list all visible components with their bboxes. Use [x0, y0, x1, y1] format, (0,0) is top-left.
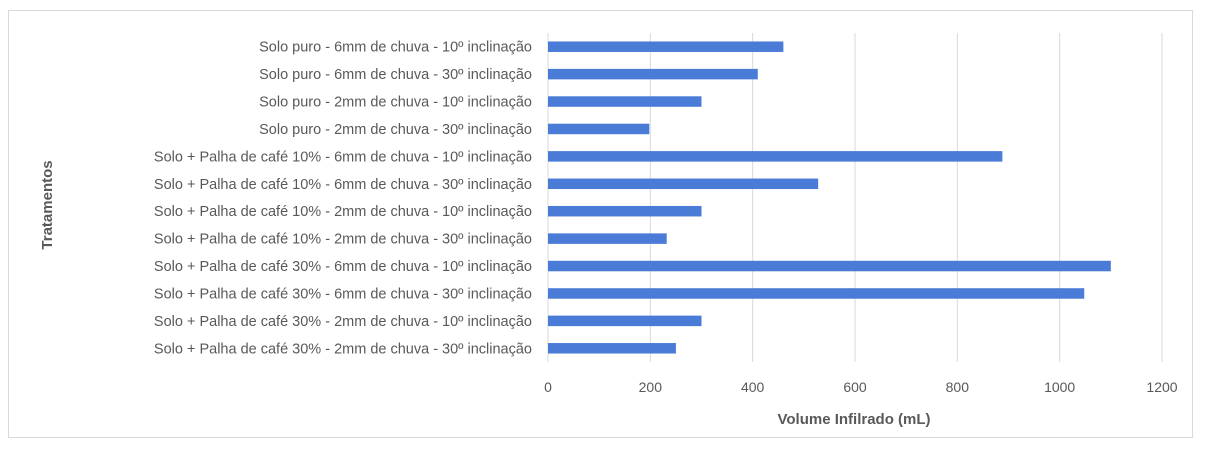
bar [548, 205, 702, 217]
bar [548, 260, 1111, 272]
category-labels: Solo puro - 6mm de chuva - 10º inclinaçã… [154, 40, 532, 358]
bar [548, 288, 1085, 299]
bar [548, 233, 667, 244]
category-label: Solo puro - 2mm de chuva - 30º inclinaçã… [259, 122, 532, 138]
category-label: Solo + Palha de café 10% - 2mm de chuva … [154, 204, 532, 220]
category-label: Solo + Palha de café 30% - 2mm de chuva … [154, 314, 532, 330]
x-tick-label: 1200 [1146, 379, 1177, 395]
category-label: Solo puro - 6mm de chuva - 10º inclinaçã… [259, 40, 532, 56]
bar [548, 178, 819, 190]
x-tick-label: 800 [946, 379, 970, 395]
chart-frame [8, 10, 1193, 438]
category-label: Solo + Palha de café 10% - 6mm de chuva … [154, 177, 532, 193]
bar [548, 68, 758, 80]
category-label: Solo + Palha de café 10% - 2mm de chuva … [154, 232, 532, 248]
category-label: Solo + Palha de café 10% - 6mm de chuva … [154, 149, 532, 165]
bar [548, 96, 702, 107]
category-label: Solo + Palha de café 30% - 2mm de chuva … [154, 341, 532, 357]
bar [548, 41, 784, 52]
category-label: Solo + Palha de café 30% - 6mm de chuva … [154, 286, 532, 302]
gridlines [547, 33, 1163, 362]
category-label: Solo puro - 6mm de chuva - 30º inclinaçã… [259, 67, 532, 83]
bar [548, 123, 650, 135]
x-tick-label: 1000 [1044, 379, 1075, 395]
y-axis-title: Tratamentos [39, 160, 56, 249]
bar [548, 343, 676, 354]
x-tick-label: 600 [843, 379, 867, 395]
x-tick-label: 400 [741, 379, 765, 395]
category-label: Solo puro - 2mm de chuva - 10º inclinaçã… [259, 95, 532, 111]
x-tick-label: 200 [639, 379, 663, 395]
x-tick-labels: 0 200 400 600 800 1000 1200 [544, 379, 1178, 395]
bar [548, 151, 1003, 162]
bars [548, 41, 1111, 354]
category-label: Solo + Palha de café 30% - 6mm de chuva … [154, 259, 532, 275]
x-axis-title: Volume Infilrado (mL) [777, 411, 930, 428]
bar [548, 315, 702, 327]
x-tick-label: 0 [544, 379, 552, 395]
